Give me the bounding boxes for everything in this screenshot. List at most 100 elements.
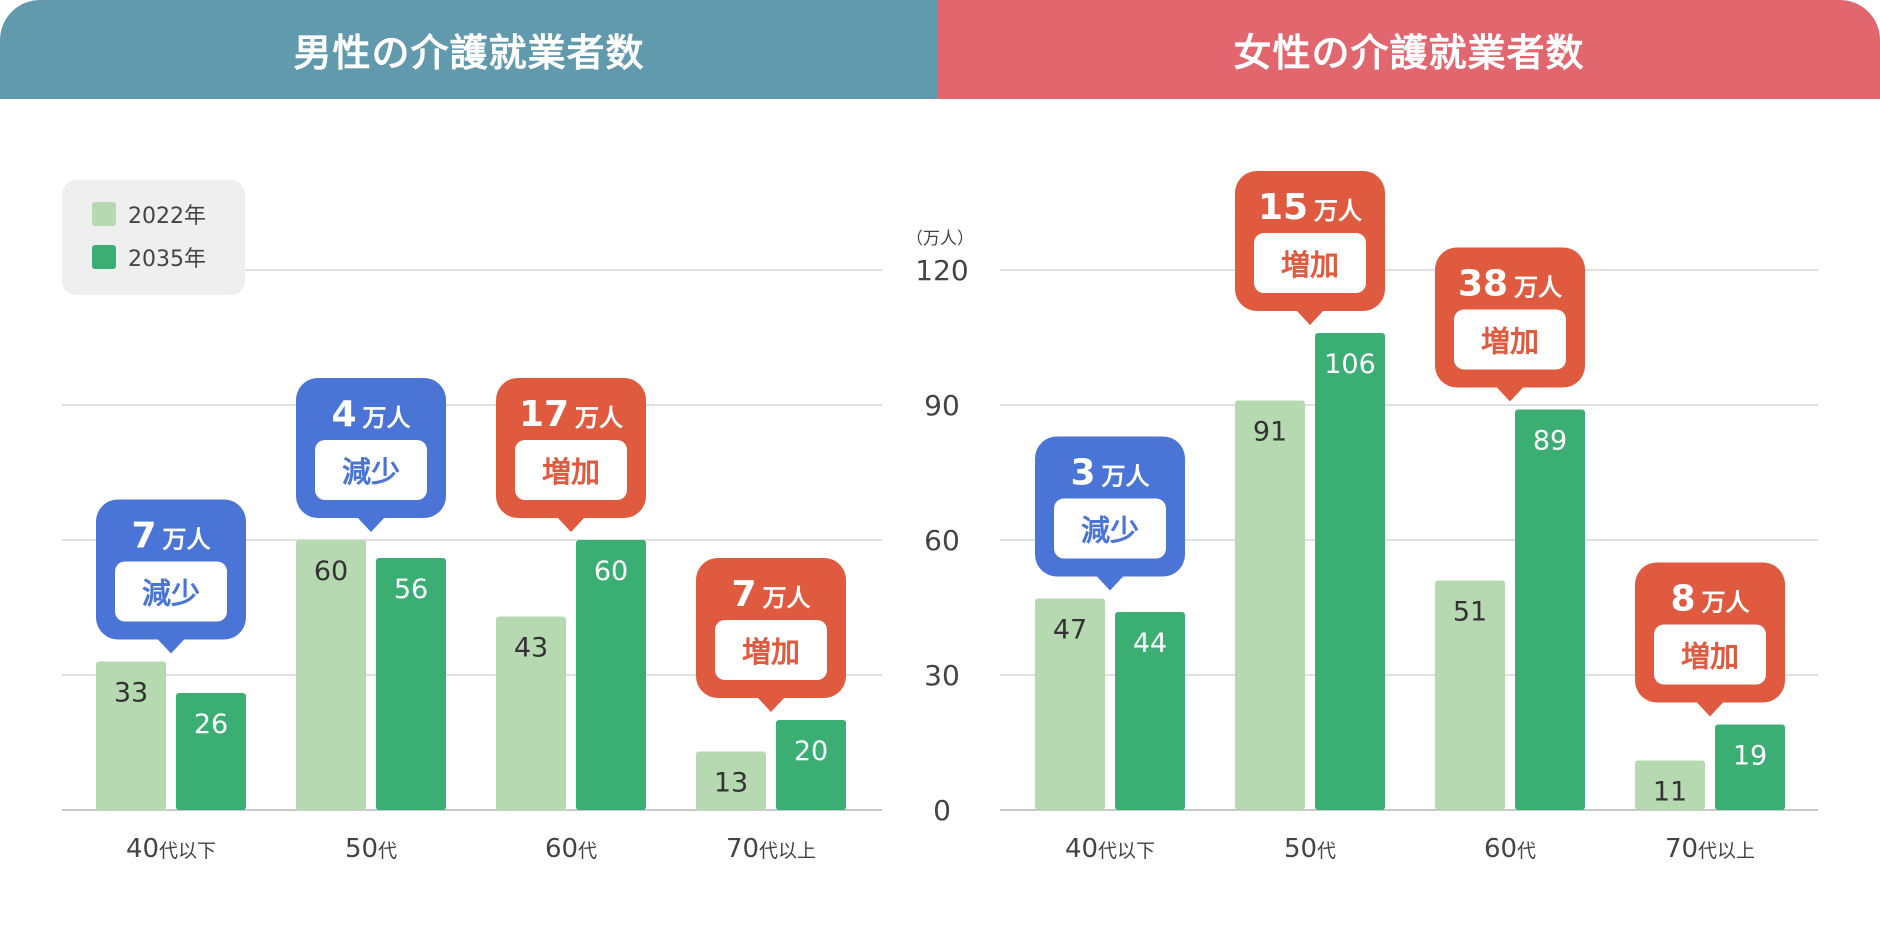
callout-amount: 7 万人: [131, 516, 210, 557]
bar-value-label: 106: [1324, 349, 1376, 380]
legend-swatch-2022: [92, 202, 116, 226]
y-tick-label: 0: [933, 794, 951, 827]
callout-amount: 3 万人: [1070, 453, 1149, 494]
callout-pointer: [1496, 386, 1524, 402]
callout-pointer: [557, 517, 585, 532]
bar-value-label: 43: [514, 633, 548, 664]
bar-2022年: [1435, 580, 1505, 810]
bar-value-label: 26: [194, 709, 228, 740]
bar-2022年: [1235, 400, 1305, 810]
callout-label-box: [715, 620, 827, 680]
y-tick-label: 30: [924, 659, 960, 692]
bar-value-label: 13: [714, 768, 748, 799]
bar-2035年: [1315, 333, 1385, 810]
callout-pointer: [1296, 310, 1324, 325]
y-tick-label: 120: [915, 254, 968, 287]
callout-label: 増加: [1681, 640, 1739, 674]
callout-pointer: [757, 697, 785, 712]
callout-label: 増加: [742, 635, 800, 669]
legend: 2022年 2035年: [62, 180, 245, 295]
bar-2035年: [1515, 409, 1585, 810]
bar-value-label: 47: [1053, 615, 1087, 646]
callout-amount: 17 万人: [519, 394, 623, 435]
callout-amount: 7 万人: [731, 574, 810, 615]
callout-label-box: [1054, 498, 1166, 559]
bar-2035年: [776, 720, 846, 810]
x-tick-label: 60代: [1484, 834, 1536, 864]
callout-pointer: [157, 638, 185, 654]
callout-amount: 38 万人: [1458, 264, 1562, 305]
callout-label-box: [315, 440, 427, 500]
callout-amount: 4 万人: [331, 394, 410, 435]
legend-label-2035: 2035年: [128, 247, 206, 272]
bar-2022年: [1635, 760, 1705, 810]
bar-2035年: [176, 693, 246, 810]
bar-2035年: [1715, 724, 1785, 810]
x-tick-label: 70代以上: [1665, 834, 1755, 864]
y-axis-unit-label: （万人）: [906, 229, 974, 249]
legend-item-2035: 2035年: [92, 244, 206, 272]
male-chart-title: 男性の介護就業者数: [293, 31, 645, 75]
bar-2022年: [496, 616, 566, 810]
female-chart-title: 女性の介護就業者数: [1233, 31, 1585, 75]
bar-2035年: [376, 558, 446, 810]
bar-value-label: 60: [314, 556, 348, 587]
bar-2022年: [696, 751, 766, 810]
y-tick-label: 60: [924, 524, 960, 557]
bar-2035年: [576, 540, 646, 810]
bar-2035年: [1115, 612, 1185, 810]
female-chart-header: 女性の介護就業者数: [938, 0, 1880, 99]
bar-value-label: 20: [794, 736, 828, 767]
callout-pointer: [357, 517, 385, 532]
callout-label: 増加: [542, 455, 600, 489]
bar-value-label: 56: [394, 574, 428, 605]
callout-label-box: [1654, 624, 1766, 685]
x-tick-label: 60代: [545, 834, 597, 864]
bar-value-label: 51: [1453, 597, 1487, 628]
callout-label: 減少: [1081, 514, 1139, 548]
legend-swatch-2035: [92, 245, 116, 269]
x-tick-label: 40代以下: [1065, 834, 1155, 864]
bar-value-label: 89: [1533, 426, 1567, 457]
callout-pointer: [1096, 575, 1124, 591]
bar-value-label: 60: [594, 556, 628, 587]
bar-2022年: [296, 540, 366, 810]
bar-2022年: [96, 661, 166, 810]
bar-value-label: 11: [1653, 777, 1687, 808]
y-tick-label: 90: [924, 389, 960, 422]
bar-value-label: 19: [1733, 741, 1767, 772]
bar-value-label: 91: [1253, 417, 1287, 448]
legend-item-2022: 2022年: [92, 201, 206, 229]
callout-pointer: [1696, 701, 1724, 717]
x-tick-label: 70代以上: [726, 834, 816, 864]
x-tick-label: 50代: [1284, 834, 1336, 864]
callout-label-box: [1454, 309, 1566, 370]
callout-amount: 8 万人: [1670, 579, 1749, 620]
bar-value-label: 44: [1133, 628, 1167, 659]
bar-value-label: 33: [114, 678, 148, 709]
callout-label: 減少: [142, 577, 200, 611]
callout-label-box: [515, 440, 627, 500]
callout-label-box: [115, 561, 227, 622]
callout-label: 増加: [1481, 325, 1539, 359]
x-tick-label: 50代: [345, 834, 397, 864]
callout-label: 減少: [342, 455, 400, 489]
callout-amount: 15 万人: [1258, 187, 1362, 228]
callout-label: 増加: [1281, 248, 1339, 282]
male-chart-header: 男性の介護就業者数: [0, 0, 938, 99]
legend-label-2022: 2022年: [128, 204, 206, 229]
bar-2022年: [1035, 598, 1105, 810]
callout-label-box: [1254, 233, 1366, 293]
